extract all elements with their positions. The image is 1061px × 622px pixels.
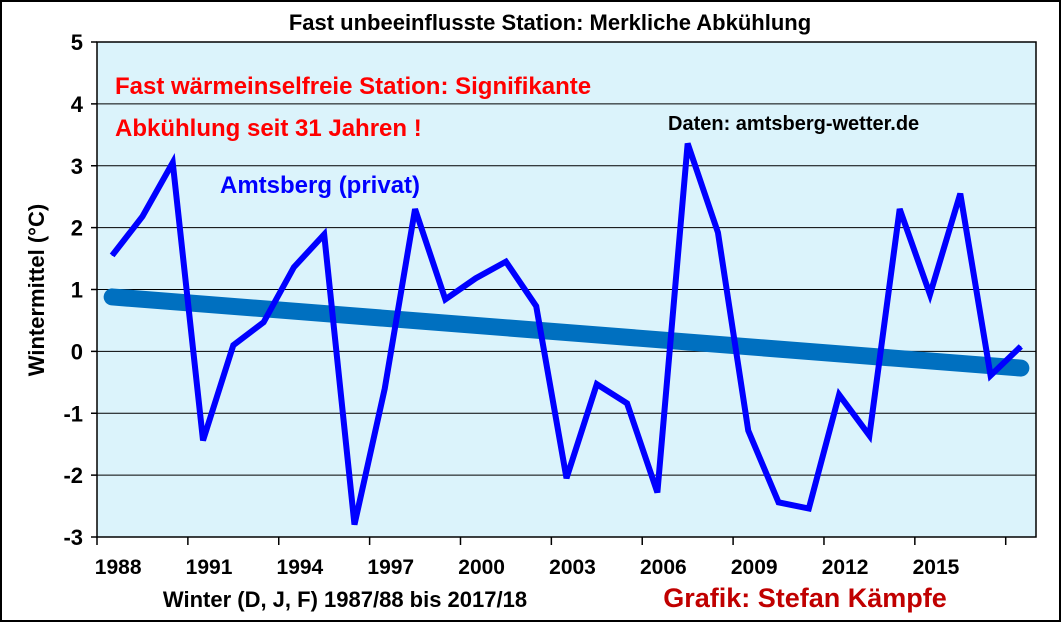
data-point: [566, 477, 567, 479]
data-point: [475, 277, 477, 279]
x-tick-label: 2009: [731, 556, 778, 579]
data-point: [353, 524, 355, 526]
x-tick-label: 1997: [367, 556, 414, 579]
source-label: Daten: amtsberg-wetter.de: [668, 113, 919, 135]
y-tick-label: 4: [71, 92, 84, 117]
y-tick-label: -2: [63, 463, 83, 488]
data-point: [202, 439, 204, 441]
data-point: [505, 261, 507, 263]
data-point: [626, 402, 628, 404]
data-point: [868, 435, 870, 437]
x-tick-label: 1994: [277, 556, 324, 579]
chart-title: Fast unbeeinflusste Station: Merkliche A…: [289, 10, 811, 35]
data-point: [959, 193, 961, 195]
data-point: [656, 491, 658, 493]
y-axis-label: Wintermittel (°C): [24, 204, 49, 376]
data-point: [414, 208, 416, 210]
data-point: [384, 388, 386, 389]
y-tick-label: 3: [71, 154, 83, 179]
data-point: [929, 293, 931, 295]
data-point: [687, 142, 689, 144]
annotation-red-2: Abkühlung seit 31 Jahren !: [115, 115, 422, 142]
credit-label: Grafik: Stefan Kämpfe: [663, 583, 947, 613]
data-point: [838, 394, 840, 396]
data-point: [444, 298, 446, 300]
y-tick-label: 1: [71, 278, 83, 303]
x-tick-label: 2006: [640, 556, 687, 579]
y-tick-label: 5: [71, 30, 83, 55]
x-tick-label: 2015: [913, 556, 960, 579]
x-tick-label: 1988: [95, 556, 142, 579]
annotation-red-1: Fast wärmeinselfreie Station: Signifikan…: [115, 73, 591, 100]
x-tick-label: 1991: [186, 556, 233, 579]
data-point: [1020, 345, 1022, 347]
data-point: [778, 501, 780, 503]
data-point: [990, 375, 992, 377]
x-axis-label: Winter (D, J, F) 1987/88 bis 2017/18: [163, 587, 527, 612]
x-tick-label: 2003: [549, 556, 596, 579]
data-point: [232, 344, 234, 346]
data-point: [747, 430, 749, 432]
data-point: [141, 215, 143, 217]
y-tick-label: -3: [63, 525, 83, 550]
data-point: [263, 321, 265, 323]
series-label: Amtsberg (privat): [220, 172, 420, 199]
x-tick-label: 2000: [458, 556, 505, 579]
y-tick-label: 0: [71, 339, 83, 364]
data-point: [111, 254, 113, 256]
x-tick-label: 2012: [822, 556, 869, 579]
trend-line: [103, 288, 1030, 377]
data-point: [596, 383, 598, 385]
data-point: [717, 232, 719, 234]
y-tick-label: 2: [71, 216, 83, 241]
y-tick-label: -1: [63, 401, 83, 426]
data-point: [293, 266, 295, 268]
data-point: [808, 508, 810, 510]
data-point: [172, 162, 174, 164]
data-point: [899, 208, 901, 210]
data-point: [535, 305, 537, 307]
data-point: [323, 233, 325, 235]
